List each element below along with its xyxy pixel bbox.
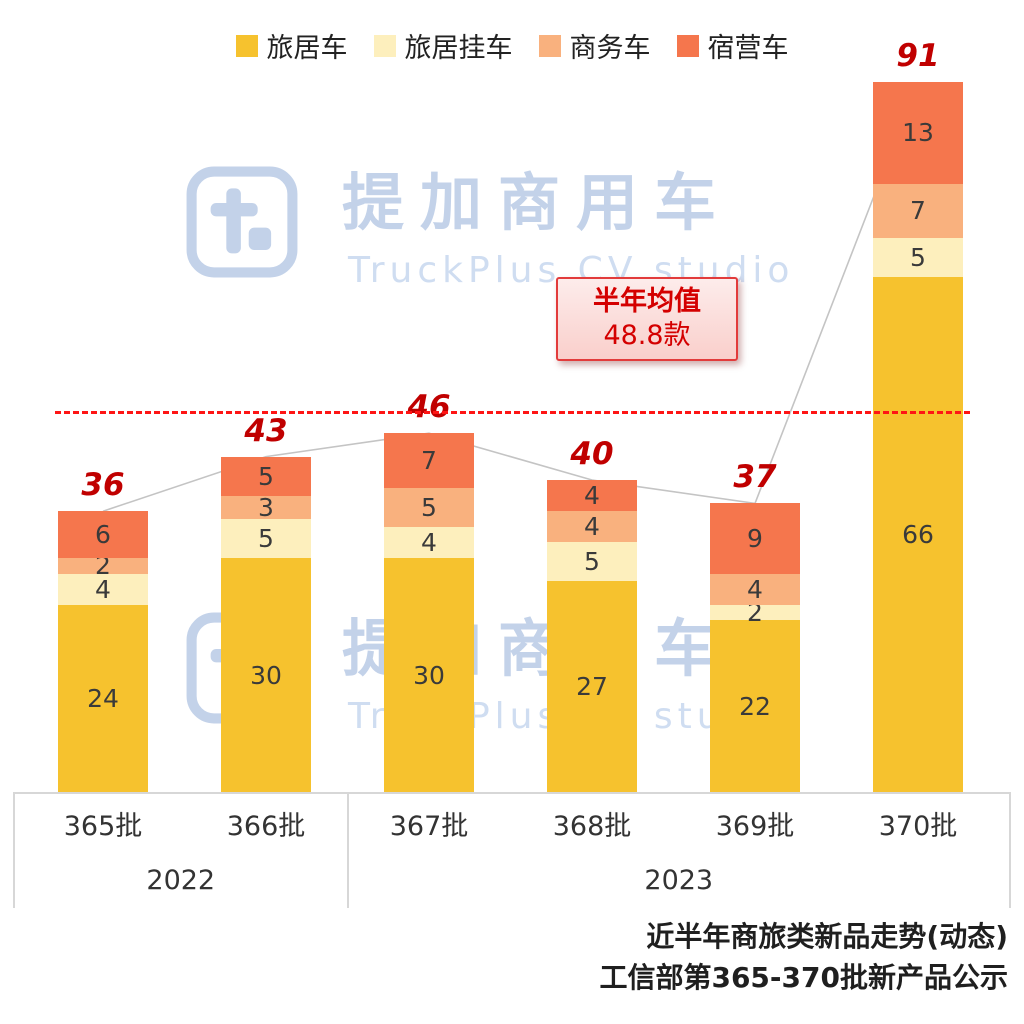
segment-value-label: 13 [902, 118, 934, 148]
bar-segment-宿营车: 4 [547, 480, 637, 512]
chart-legend: 旅居车 旅居挂车 商务车 宿营车 [0, 26, 1024, 65]
x-axis-year-2023: 2023 [644, 865, 714, 896]
bar-total-label: 40 [570, 436, 614, 472]
segment-value-label: 7 [910, 196, 926, 226]
bar-segment-旅居挂车: 4 [58, 573, 148, 605]
x-axis-category: 368批 [552, 811, 632, 842]
segment-value-label: 27 [576, 672, 608, 702]
legend-item-1: 旅居车 [235, 26, 348, 65]
x-axis-year-2022: 2022 [146, 865, 216, 896]
segment-value-label: 5 [421, 492, 437, 522]
bar-total-label: 37 [733, 459, 777, 496]
bar-segment-旅居挂车: 5 [221, 519, 311, 558]
caption-line-1: 近半年商旅类新品走势(动态) [646, 920, 1008, 953]
bar-segment-旅居车: 30 [221, 558, 311, 792]
segment-value-label: 6 [95, 520, 111, 550]
bar-segment-商务车: 4 [547, 511, 637, 543]
bar-segment-商务车: 3 [221, 492, 311, 522]
bar-segment-宿营车: 5 [221, 456, 311, 496]
legend-label: 宿营车 [707, 33, 789, 64]
segment-value-label: 5 [584, 547, 600, 577]
caption-line-2: 工信部第365-370批新产品公示 [599, 961, 1008, 994]
legend-swatch [676, 34, 699, 57]
bar-total-label: 36 [81, 467, 125, 504]
segment-value-label: 5 [258, 524, 274, 553]
segment-value-label: 5 [910, 243, 926, 273]
x-axis-category: 365批 [63, 811, 143, 842]
segment-value-label: 22 [739, 691, 771, 721]
bar-segment-旅居车: 22 [710, 620, 800, 792]
bar-total-label: 91 [896, 38, 940, 75]
segment-value-label: 3 [258, 492, 274, 522]
bar-total-label: 43 [244, 412, 288, 449]
chart-caption: 近半年商旅类新品走势(动态) 工信部第365-370批新产品公示 [599, 916, 1008, 998]
x-axis-line [14, 792, 1010, 794]
segment-value-label: 4 [95, 574, 111, 604]
bar-segment-旅居车: 66 [873, 277, 963, 792]
segment-value-label: 4 [747, 574, 763, 604]
bar-segment-商务车: 2 [58, 553, 148, 578]
x-axis-category: 370批 [878, 811, 958, 842]
segment-value-label: 5 [258, 461, 274, 491]
bar-segment-旅居挂车: 5 [873, 238, 963, 278]
bar-segment-商务车: 4 [710, 573, 800, 605]
x-axis-category: 367批 [389, 811, 469, 842]
legend-item-2: 旅居挂车 [373, 26, 513, 65]
legend-label: 旅居车 [266, 33, 348, 64]
segment-value-label: 4 [584, 481, 600, 511]
segment-value-label: 7 [421, 445, 437, 475]
average-dashed-line [55, 411, 970, 415]
axis-grid-line [346, 792, 349, 908]
x-axis-category: 369批 [715, 811, 795, 842]
segment-value-label: 4 [584, 512, 600, 542]
legend-item-3: 商务车 [538, 26, 651, 65]
bar-segment-旅居车: 30 [384, 558, 474, 792]
bar-total-label: 46 [407, 389, 451, 426]
bar-segment-宿营车: 7 [384, 433, 474, 488]
legend-swatch [235, 34, 258, 57]
legend-label: 商务车 [569, 33, 651, 64]
bar-segment-旅居挂车: 2 [710, 600, 800, 625]
legend-label: 旅居挂车 [404, 33, 513, 64]
axis-grid-line [1009, 792, 1011, 908]
segment-value-label: 66 [902, 520, 934, 550]
segment-value-label: 9 [747, 523, 763, 553]
legend-swatch [373, 34, 396, 57]
segment-value-label: 2 [747, 598, 763, 628]
bar-segment-宿营车: 6 [58, 511, 148, 558]
bar-segment-宿营车: 13 [873, 82, 963, 184]
segment-value-label: 24 [87, 683, 119, 713]
segment-value-label: 4 [421, 527, 437, 557]
x-axis-category: 366批 [226, 811, 306, 842]
annotation-value: 48.8款 [603, 320, 691, 351]
average-annotation-box: 半年均值 48.8款 [556, 277, 738, 361]
axis-grid-line [13, 792, 15, 908]
bar-segment-旅居车: 24 [58, 604, 148, 792]
segment-value-label: 30 [250, 660, 282, 690]
bar-segment-商务车: 7 [873, 183, 963, 239]
segment-value-label: 2 [95, 551, 111, 581]
segment-value-label: 30 [413, 660, 445, 690]
bar-segment-商务车: 5 [384, 487, 474, 527]
bar-segment-旅居挂车: 4 [384, 526, 474, 558]
legend-item-4: 宿营车 [676, 26, 789, 65]
bar-segment-旅居挂车: 5 [547, 542, 637, 582]
bar-segment-宿营车: 9 [710, 503, 800, 574]
legend-swatch [538, 34, 561, 57]
bar-segment-旅居车: 27 [547, 581, 637, 792]
annotation-title: 半年均值 [593, 286, 701, 318]
